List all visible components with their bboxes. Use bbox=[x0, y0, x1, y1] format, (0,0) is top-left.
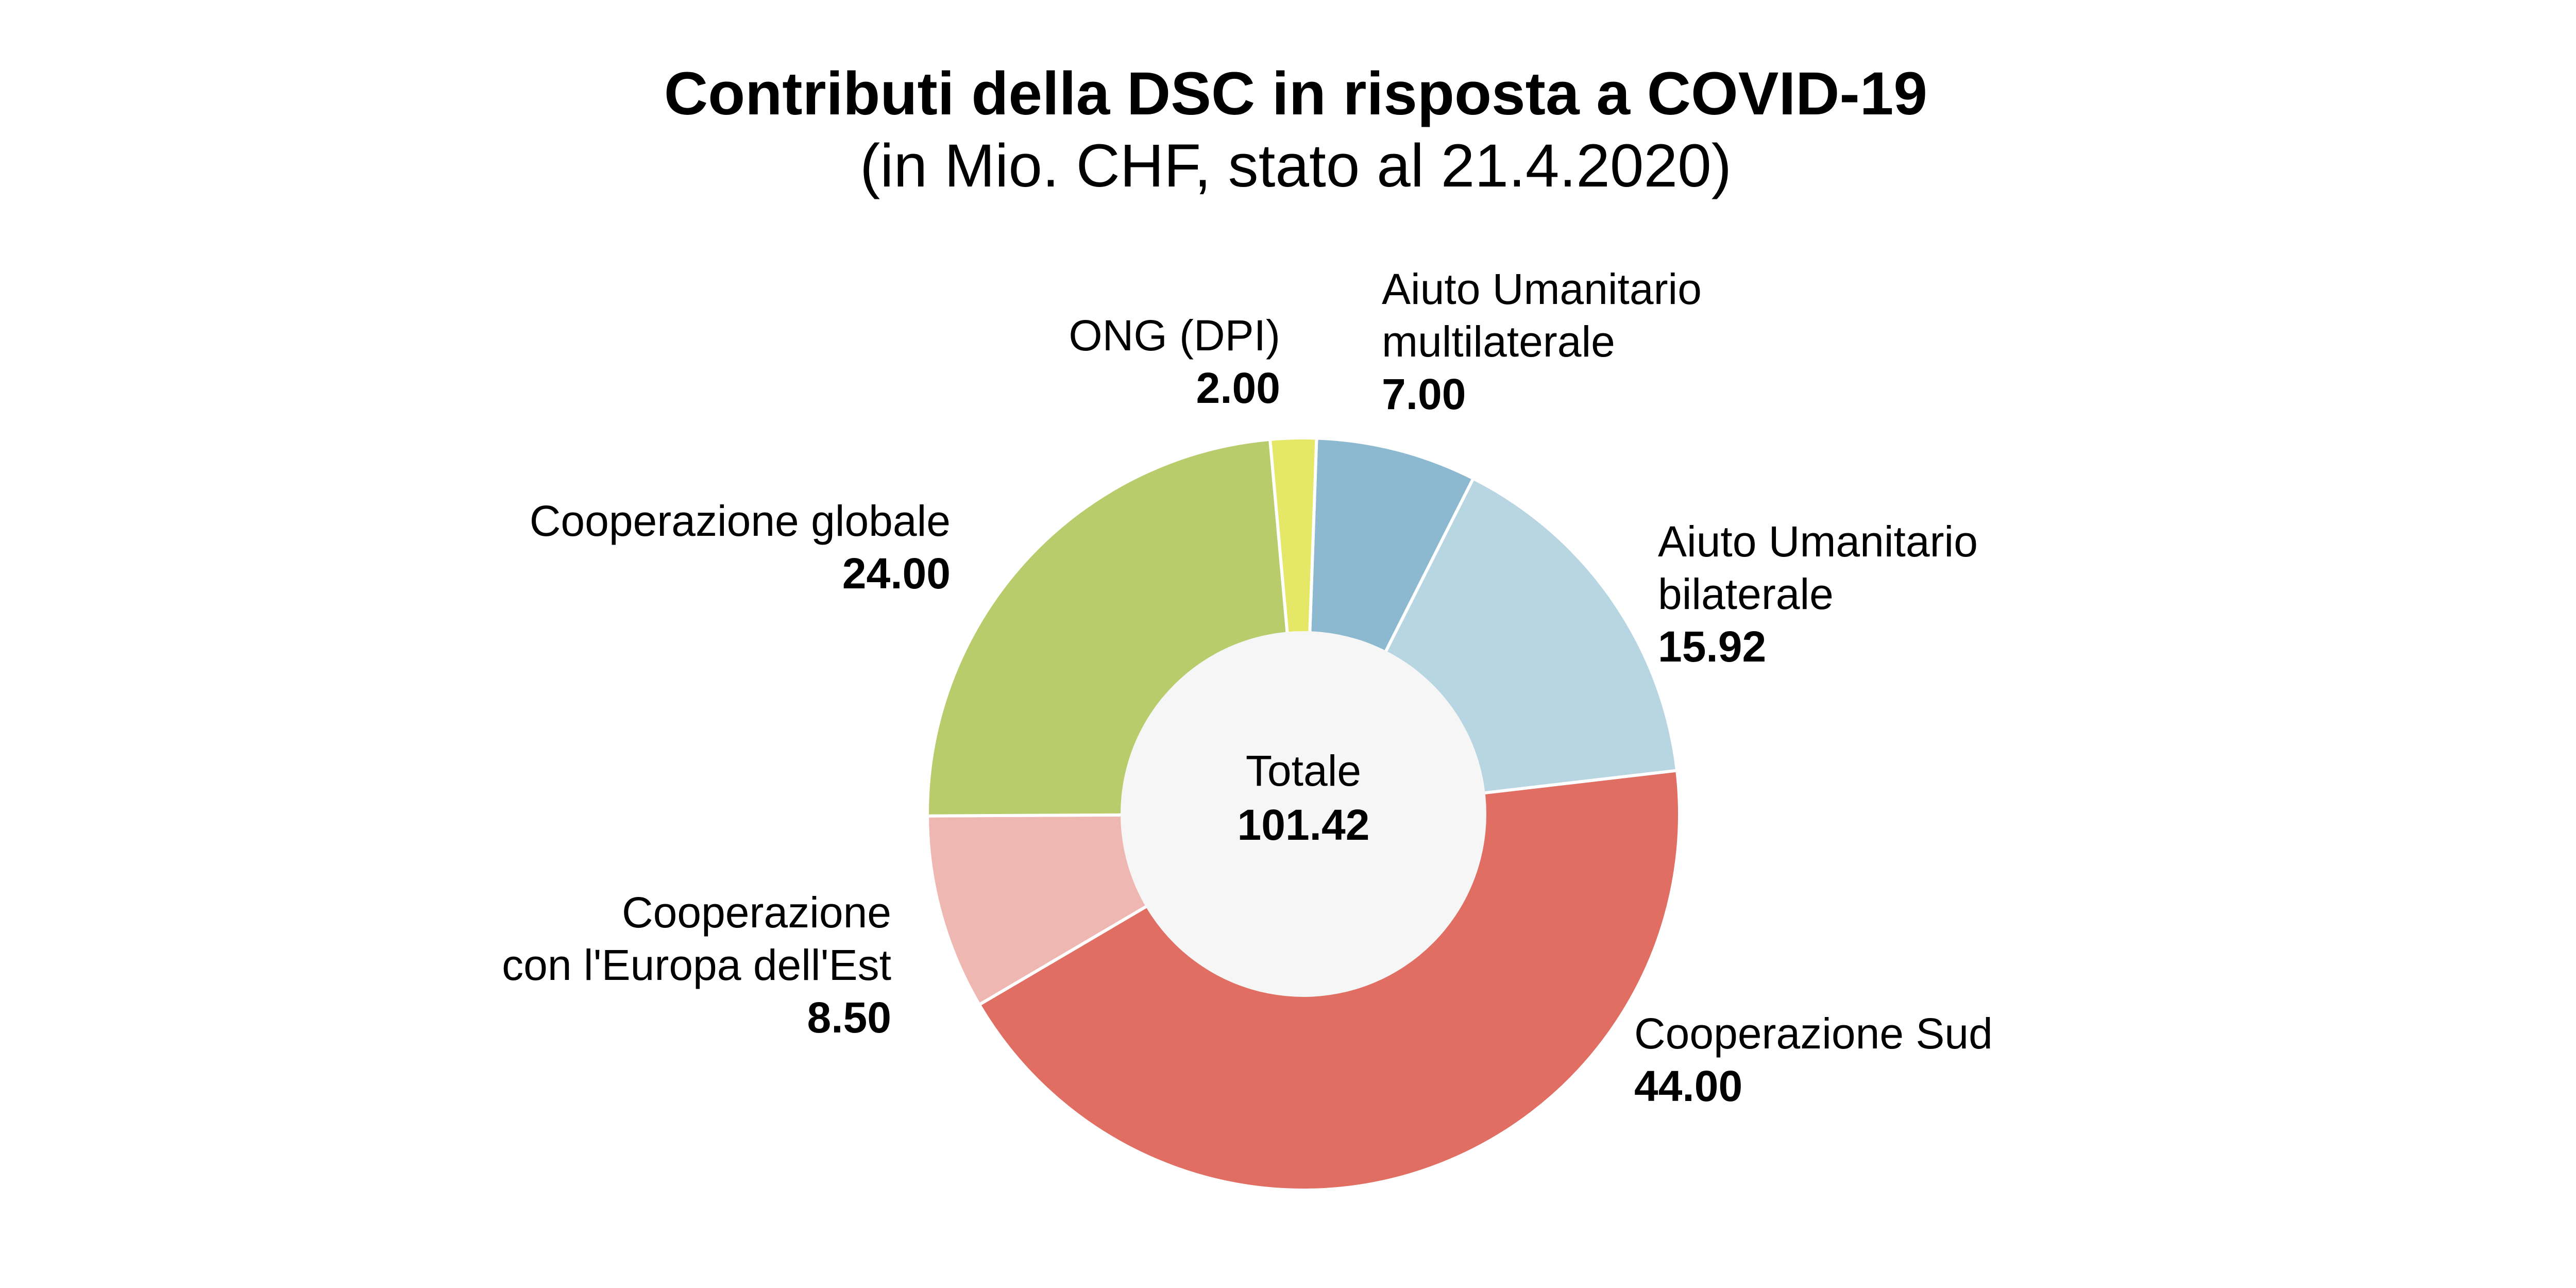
center-total-label: Totale bbox=[1246, 747, 1361, 795]
slice-value: 44.00 bbox=[1634, 1062, 1742, 1110]
slice-value: 8.50 bbox=[807, 993, 892, 1042]
slice-label: ONG (DPI) bbox=[1069, 311, 1280, 360]
slice-label: bilaterale bbox=[1658, 570, 1834, 618]
donut-center bbox=[1121, 631, 1486, 997]
slice-label: Cooperazione globale bbox=[530, 497, 951, 545]
slice-value: 15.92 bbox=[1658, 622, 1766, 671]
slice-label: Aiuto Umanitario bbox=[1658, 517, 1978, 566]
chart-title: Contributi della DSC in risposta a COVID… bbox=[664, 60, 1927, 128]
slice-label: con l'Europa dell'Est bbox=[502, 941, 891, 989]
slice-label: multilaterale bbox=[1382, 317, 1615, 366]
slice-value: 24.00 bbox=[842, 549, 951, 598]
chart-subtitle: (in Mio. CHF, stato al 21.4.2020) bbox=[860, 132, 1732, 200]
slice-value: 2.00 bbox=[1196, 364, 1281, 412]
center-total-value: 101.42 bbox=[1238, 801, 1370, 849]
slice-label: Cooperazione Sud bbox=[1634, 1009, 1993, 1058]
slice-label: Aiuto Umanitario bbox=[1382, 265, 1702, 313]
slice-value: 7.00 bbox=[1382, 370, 1466, 418]
slice-label: Cooperazione bbox=[622, 888, 891, 937]
